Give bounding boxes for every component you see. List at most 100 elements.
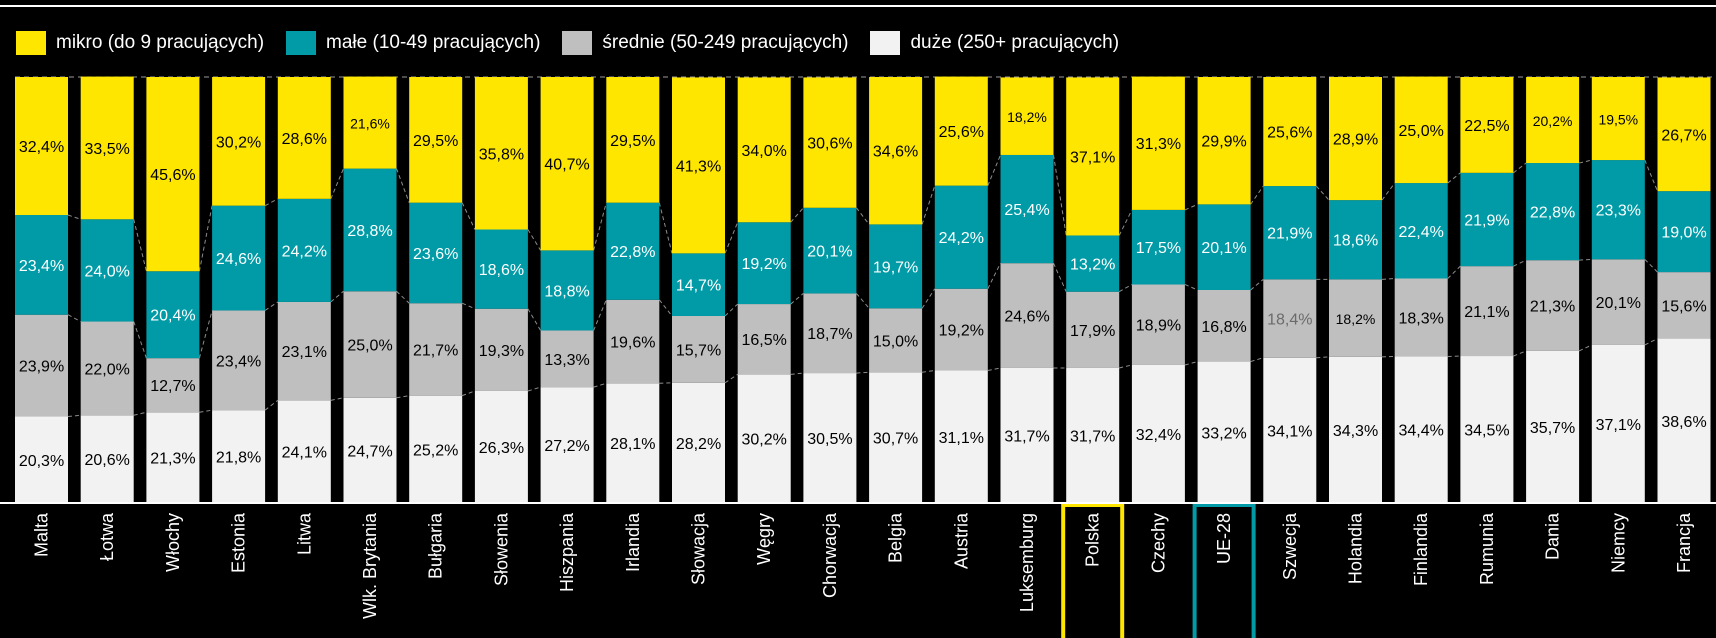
- x-tick-label-litwa: Litwa: [294, 512, 314, 555]
- data-label-medium-szwecja: 18,4%: [1267, 312, 1312, 329]
- data-label-micro-polska: 37,1%: [1070, 149, 1115, 166]
- segment-connector-line: [1381, 277, 1395, 280]
- x-tick-label-ue-28: UE-28: [1214, 513, 1234, 564]
- segment-connector-line: [987, 367, 1001, 372]
- x-tick-label-lotwa: Łotwa: [97, 512, 117, 561]
- data-label-micro-lotwa: 33,5%: [85, 141, 130, 158]
- x-tick-label-irlandia: Irlandia: [623, 512, 643, 572]
- legend-swatch-small: [286, 31, 317, 55]
- segment-connector-line: [1644, 159, 1658, 192]
- data-label-micro-wlochy: 45,6%: [150, 167, 195, 184]
- data-label-micro-holandia: 28,9%: [1333, 132, 1378, 149]
- bar-segment-small-finlandia: [1394, 183, 1448, 279]
- bar-segment-small-wlochy: [146, 271, 200, 359]
- bar-segment-micro-hiszpania: [540, 77, 594, 251]
- data-label-micro-wlk-brytania: 21,6%: [350, 116, 390, 132]
- data-label-micro-bulgaria: 29,5%: [413, 133, 458, 150]
- segment-connector-line: [922, 370, 935, 373]
- data-label-small-ue-28: 20,1%: [1201, 240, 1246, 257]
- highlight-box-ue-28: [1192, 503, 1256, 638]
- segment-connector-line: [921, 185, 936, 225]
- data-label-micro-finlandia: 25,0%: [1399, 123, 1444, 140]
- segment-connector-line: [462, 302, 476, 310]
- legend-item-small: małe (10-49 pracujących): [286, 31, 540, 55]
- legend-swatch-micro: [16, 31, 46, 55]
- bar-segment-micro-francja: [1657, 77, 1711, 192]
- data-label-small-wegry: 19,2%: [742, 256, 787, 273]
- bar-segment-micro-malta: [15, 77, 68, 216]
- bar-segment-medium-bulgaria: [409, 303, 463, 396]
- bar-segment-micro-finlandia: [1394, 76, 1448, 184]
- data-label-medium-slowenia: 19,3%: [479, 343, 524, 360]
- bar-segment-medium-chorwacja: [803, 293, 857, 374]
- data-label-medium-holandia: 18,2%: [1336, 311, 1376, 327]
- data-label-large-litwa: 24,1%: [282, 445, 327, 462]
- data-label-medium-slowacja: 15,7%: [676, 342, 721, 359]
- bar-segment-micro-slowacja: [672, 77, 725, 254]
- segment-connector-line: [1184, 203, 1198, 211]
- bar-segment-large-slowenia: [474, 390, 528, 503]
- bar-segment-medium-austria: [934, 288, 988, 371]
- bar-segment-medium-slowacja: [672, 315, 725, 383]
- bar-segment-medium-luksemburg: [1000, 263, 1054, 368]
- data-label-micro-wegry: 34,0%: [742, 143, 787, 160]
- data-label-medium-wlochy: 12,7%: [150, 378, 195, 395]
- data-label-small-czechy: 17,5%: [1136, 240, 1181, 257]
- segment-connector-line: [67, 414, 81, 418]
- bar-segment-small-chorwacja: [803, 207, 857, 294]
- data-label-large-austria: 31,1%: [939, 430, 984, 447]
- legend-label-micro: mikro (do 9 pracujących): [56, 32, 265, 53]
- bar-segment-small-bulgaria: [409, 202, 463, 304]
- data-label-micro-austria: 25,6%: [939, 124, 984, 141]
- bar-segment-medium-polska: [1066, 291, 1120, 368]
- legend-swatch-medium: [562, 31, 593, 55]
- segment-connector-line: [921, 288, 936, 309]
- bar-segment-medium-wegry: [737, 304, 791, 375]
- bar-segment-medium-wlk-brytania: [343, 291, 397, 398]
- bar-segment-medium-hiszpania: [540, 330, 594, 388]
- x-tick-label-niemcy: Niemcy: [1608, 513, 1628, 573]
- segment-connector-line: [1053, 154, 1067, 236]
- data-label-micro-francja: 26,7%: [1661, 127, 1706, 144]
- bar-segment-large-slowacja: [672, 382, 725, 503]
- x-tick-label-slowacja: Słowacja: [689, 512, 709, 585]
- x-tick-label-rumunia: Rumunia: [1477, 512, 1497, 585]
- bar-segment-small-niemcy: [1591, 160, 1645, 260]
- data-label-small-chorwacja: 20,1%: [807, 244, 852, 261]
- top-rule: [0, 5, 1716, 7]
- bar-segment-large-lotwa: [80, 415, 134, 503]
- bar-segment-micro-slowenia: [474, 77, 528, 230]
- segment-connector-line: [133, 219, 147, 272]
- x-tick-label-bulgaria: Bułgaria: [426, 512, 446, 579]
- bar-segment-micro-holandia: [1329, 77, 1382, 201]
- data-label-large-slowacja: 28,2%: [676, 436, 721, 453]
- segment-connector-line: [987, 262, 1001, 289]
- x-tick-label-czechy: Czechy: [1148, 513, 1168, 573]
- data-label-large-wegry: 30,2%: [742, 432, 787, 449]
- x-tick-label-szwecja: Szwecja: [1280, 512, 1300, 580]
- data-label-small-bulgaria: 23,6%: [413, 246, 458, 263]
- segment-connector-line: [264, 198, 279, 207]
- segment-connector-line: [856, 207, 870, 225]
- bar-segment-small-malta: [15, 215, 68, 315]
- data-label-small-belgia: 19,7%: [873, 259, 918, 276]
- data-label-medium-irlandia: 19,6%: [610, 335, 655, 352]
- segment-connector-line: [396, 290, 410, 304]
- bar-segment-small-belgia: [869, 224, 923, 309]
- segment-connector-line: [1381, 182, 1396, 201]
- bar-segment-small-hiszpania: [540, 250, 594, 331]
- bar-segment-medium-finlandia: [1394, 278, 1448, 357]
- data-label-small-irlandia: 22,8%: [610, 244, 655, 261]
- segment-connector-line: [330, 290, 344, 303]
- bar-segment-micro-luksemburg: [1000, 77, 1054, 155]
- bar-segment-micro-czechy: [1131, 76, 1185, 210]
- bar-segment-large-rumunia: [1460, 356, 1514, 503]
- data-label-micro-szwecja: 25,6%: [1267, 125, 1312, 142]
- segment-connector-line: [1578, 159, 1592, 164]
- segment-connector-line: [264, 301, 279, 311]
- bar-segment-large-dania: [1526, 350, 1580, 503]
- bar-segment-medium-estonia: [212, 310, 266, 411]
- data-label-medium-francja: 15,6%: [1661, 298, 1706, 315]
- segment-connector-line: [1447, 172, 1461, 184]
